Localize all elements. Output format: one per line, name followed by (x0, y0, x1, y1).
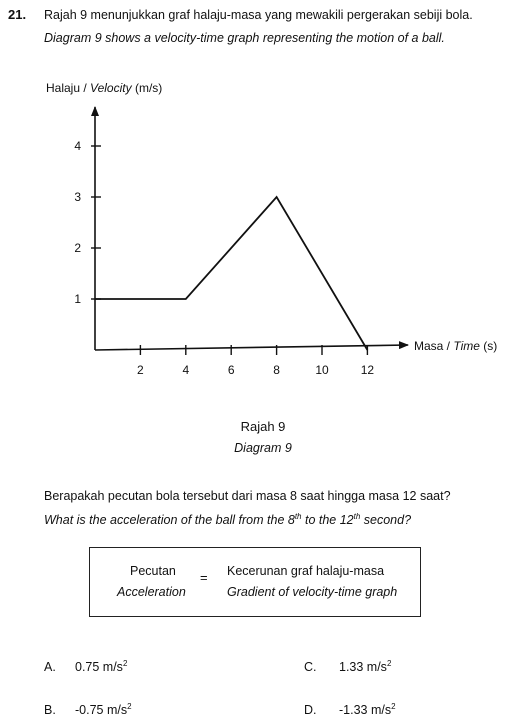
option-b-value[interactable]: -0.75 m/s2 (75, 703, 132, 717)
formula-rhs-english: Gradient of velocity-time graph (227, 585, 397, 599)
option-a-text: 0.75 m/s (75, 660, 123, 674)
formula-lhs-english: Acceleration (117, 585, 186, 599)
caption-english: Diagram 9 (0, 441, 526, 455)
y-axis-label-english: Velocity (90, 81, 133, 95)
x-tick-label-10: 10 (315, 363, 329, 377)
prompt-english-part3: second? (360, 513, 411, 527)
y-axis-label: Halaju / Velocity (m/s) (46, 81, 162, 95)
option-b-exponent: 2 (127, 702, 131, 711)
y-axis-label-unit: (m/s) (135, 81, 162, 95)
option-a-value[interactable]: 0.75 m/s2 (75, 660, 127, 674)
option-a-exponent: 2 (123, 659, 127, 668)
x-axis-label: Masa / Time (s) (414, 339, 497, 353)
formula-equals: = (200, 570, 208, 585)
x-axis-label-malay: Masa / (414, 339, 451, 353)
x-tick-label-8: 8 (273, 363, 280, 377)
x-axis-label-unit: (s) (483, 339, 497, 353)
x-tick-label-12: 12 (361, 363, 375, 377)
option-d-value[interactable]: -1.33 m/s2 (339, 703, 396, 717)
formula-box: Pecutan Acceleration = Kecerunan graf ha… (89, 547, 421, 617)
y-axis-label-malay: Halaju / (46, 81, 87, 95)
option-b-letter[interactable]: B. (44, 703, 56, 717)
prompt-malay: Berapakah pecutan bola tersebut dari mas… (44, 489, 451, 503)
option-d-exponent: 2 (391, 702, 395, 711)
question-text-english: Diagram 9 shows a velocity-time graph re… (44, 31, 445, 45)
y-tick-label-3: 3 (74, 190, 81, 204)
prompt-english-part1: What is the acceleration of the ball fro… (44, 513, 295, 527)
option-d-text: -1.33 m/s (339, 703, 391, 717)
x-axis-label-english: Time (453, 339, 480, 353)
prompt-english-part2: to the 12 (302, 513, 354, 527)
option-c-value[interactable]: 1.33 m/s2 (339, 660, 391, 674)
series-line (95, 197, 367, 350)
option-d-letter[interactable]: D. (304, 703, 317, 717)
x-tick-label-2: 2 (137, 363, 144, 377)
x-axis (95, 345, 408, 350)
prompt-sup-th-1: th (295, 512, 302, 521)
x-tick-label-6: 6 (228, 363, 235, 377)
velocity-time-graph: Halaju / Velocity (m/s) Masa / Time (s) … (0, 70, 526, 390)
option-c-exponent: 2 (387, 659, 391, 668)
formula-rhs-malay: Kecerunan graf halaju-masa (227, 564, 384, 578)
option-c-letter[interactable]: C. (304, 660, 317, 674)
y-tick-label-1: 1 (74, 292, 81, 306)
option-a-letter[interactable]: A. (44, 660, 56, 674)
question-text-malay: Rajah 9 menunjukkan graf halaju-masa yan… (44, 8, 473, 22)
y-tick-label-4: 4 (74, 139, 81, 153)
x-tick-label-4: 4 (182, 363, 189, 377)
option-c-text: 1.33 m/s (339, 660, 387, 674)
y-tick-label-2: 2 (74, 241, 81, 255)
caption-malay: Rajah 9 (0, 419, 526, 434)
formula-lhs-malay: Pecutan (130, 564, 176, 578)
prompt-english: What is the acceleration of the ball fro… (44, 513, 411, 527)
question-number: 21. (8, 7, 26, 22)
option-b-text: -0.75 m/s (75, 703, 127, 717)
